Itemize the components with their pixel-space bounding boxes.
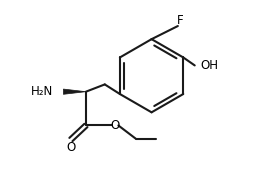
Polygon shape <box>63 89 86 94</box>
Text: F: F <box>177 14 184 27</box>
Text: O: O <box>110 119 120 132</box>
Text: O: O <box>66 141 75 154</box>
Text: OH: OH <box>200 59 218 72</box>
Text: H₂N: H₂N <box>31 85 53 98</box>
